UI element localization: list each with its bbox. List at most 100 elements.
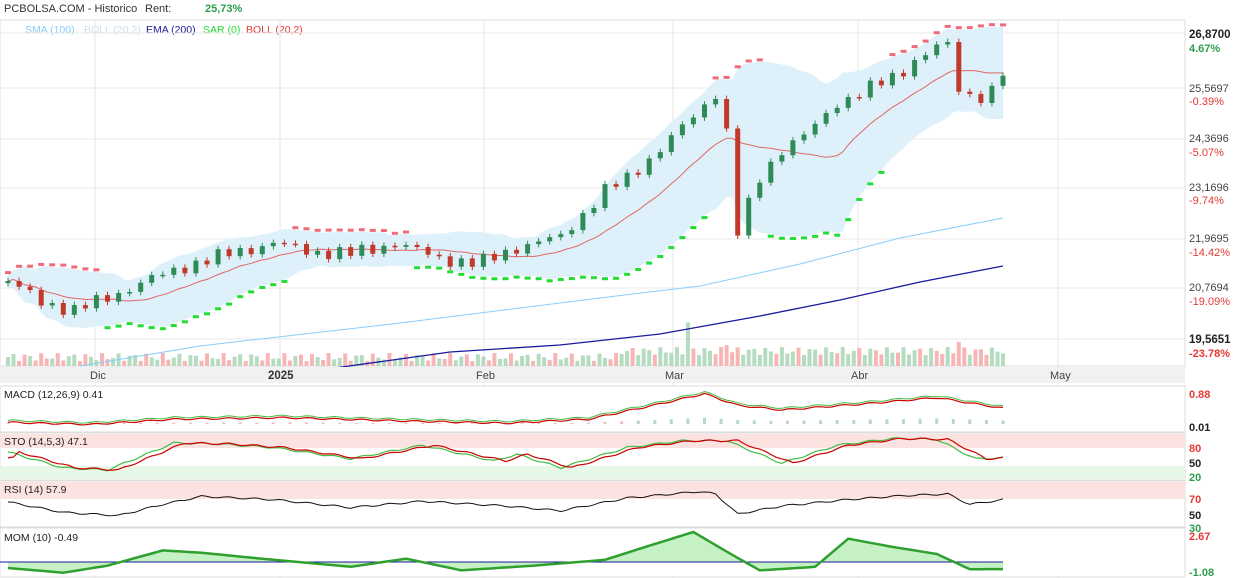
sto-d-line	[7, 437, 1004, 471]
macd-bar	[404, 423, 408, 424]
price-tick: 24,3696	[1189, 133, 1229, 145]
volume-bar	[973, 349, 978, 366]
volume-bar	[282, 353, 287, 366]
volume-bar	[525, 354, 530, 366]
volume-bar	[243, 361, 248, 366]
sar-dot	[137, 324, 144, 328]
volume-bar	[586, 355, 591, 366]
candle-body	[536, 241, 542, 245]
macd-bar	[520, 422, 524, 424]
candle-body	[49, 303, 55, 306]
candle-body	[160, 274, 166, 277]
volume-bar	[680, 354, 685, 366]
volume-bar	[802, 354, 806, 366]
sar-dot	[988, 23, 995, 27]
sar-dot	[126, 322, 133, 326]
volume-bar	[453, 360, 458, 366]
sar-dot	[237, 295, 244, 299]
macd-bar	[255, 422, 259, 424]
volume-bar	[55, 353, 60, 366]
mom-axis-bottom: -1.08	[1189, 567, 1214, 578]
volume-bar	[39, 353, 44, 366]
sar-dot	[734, 65, 741, 69]
sar-dot	[414, 266, 421, 270]
macd-bar	[288, 422, 292, 424]
candle-body	[237, 248, 243, 257]
macd-bar	[586, 422, 590, 424]
candle-body	[867, 80, 873, 98]
candle-body	[105, 295, 110, 302]
date-tick: Dic	[90, 370, 106, 382]
volume-bar	[564, 357, 569, 366]
macd-bar	[935, 418, 939, 424]
volume-bar	[182, 360, 187, 366]
sar-dot	[1000, 23, 1006, 27]
volume-bar	[498, 358, 502, 366]
volume-bar	[127, 355, 132, 366]
candle-body	[248, 248, 254, 255]
volume-bar	[265, 353, 270, 366]
candle-body	[547, 237, 553, 242]
sar-dot	[767, 234, 774, 238]
volume-bar	[33, 360, 38, 366]
sar-dot	[834, 233, 841, 237]
volume-bar	[619, 354, 624, 366]
volume-bar	[44, 358, 49, 366]
volume-bar	[105, 359, 110, 366]
candle-body	[713, 99, 719, 105]
volume-bar	[663, 352, 668, 366]
candle-body	[359, 244, 365, 256]
sar-dot	[16, 264, 23, 268]
volume-bar	[326, 353, 331, 366]
sar-dot	[955, 26, 962, 30]
volume-bar	[685, 322, 690, 366]
volume-bar	[481, 356, 486, 366]
bollinger-bands	[8, 26, 1003, 329]
volume-bar	[995, 351, 1000, 366]
volume-bar	[558, 359, 563, 366]
price-tick: 23,1696	[1189, 182, 1229, 194]
sar-dot	[900, 49, 907, 53]
macd-bar	[785, 420, 789, 424]
volume-bar	[442, 359, 447, 366]
volume-bar	[111, 358, 115, 366]
sar-dot	[347, 228, 354, 232]
volume-bar	[514, 360, 519, 366]
candle-body	[281, 242, 287, 245]
volume-bar	[249, 354, 254, 366]
sar-dot	[535, 277, 542, 281]
pct-tick: -14.42%	[1189, 247, 1230, 259]
macd-bar	[537, 422, 541, 424]
macd-bar	[736, 420, 740, 424]
volume-bar	[28, 356, 33, 366]
date-tick: May	[1050, 370, 1071, 382]
macd-bar	[819, 420, 823, 424]
sar-dot	[513, 275, 520, 279]
sar-dot	[104, 326, 111, 330]
pct-tick: -9.74%	[1189, 195, 1224, 207]
volume-bar	[188, 355, 193, 366]
macd-bar	[703, 417, 706, 424]
volume-bar	[61, 360, 66, 366]
date-tick: Mar	[665, 370, 684, 382]
macd-line	[7, 390, 1004, 424]
mom-line	[7, 530, 1003, 574]
sar-dot	[281, 279, 288, 283]
volume-bar	[155, 359, 160, 366]
candle-body	[60, 303, 66, 315]
sar-dot	[823, 231, 830, 235]
macd-bar	[39, 422, 43, 424]
candle-body	[679, 124, 685, 136]
volume-bar	[647, 350, 652, 366]
volume-bar	[138, 360, 143, 366]
volume-bar	[420, 355, 425, 366]
volume-bar	[72, 354, 77, 366]
macd-bar	[669, 419, 673, 424]
candlesticks	[5, 38, 1006, 319]
rsi-line	[7, 491, 1004, 517]
candle-body	[392, 245, 398, 248]
macd-bar	[222, 422, 226, 424]
sar-dot	[336, 228, 343, 232]
candle-body	[469, 258, 475, 267]
macd-bar	[802, 420, 806, 424]
